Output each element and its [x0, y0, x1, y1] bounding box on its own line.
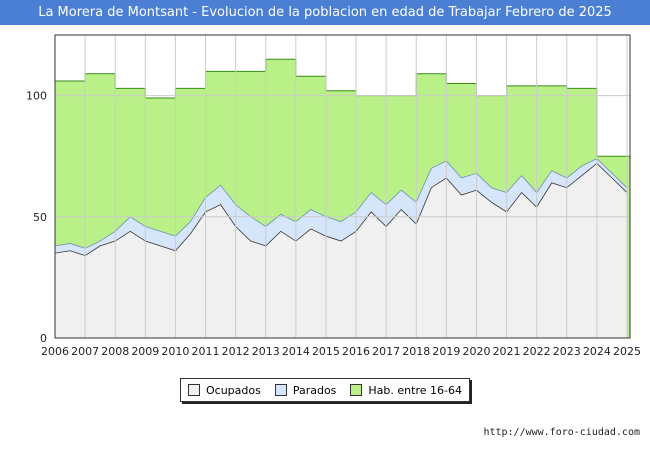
x-tick-label: 2024 — [583, 345, 611, 358]
x-tick-label: 2015 — [312, 345, 340, 358]
x-tick-label: 2021 — [493, 345, 521, 358]
x-tick-label: 2020 — [462, 345, 490, 358]
legend-swatch-ocupados — [187, 384, 200, 396]
x-tick-label: 2008 — [101, 345, 129, 358]
chart-title: La Morera de Montsant - Evolucion de la … — [0, 0, 650, 25]
series-area-ocupados — [54, 162, 628, 339]
source-url[interactable]: http://www.foro-ciudad.com — [483, 427, 640, 438]
x-tick-label: 2023 — [553, 345, 581, 358]
legend-label-ocupados: Ocupados — [205, 383, 261, 397]
legend-swatch-habitantes — [350, 384, 363, 396]
legend-item-parados: Parados — [274, 383, 337, 397]
x-tick-label: 2014 — [282, 345, 310, 358]
x-tick-label: 2006 — [41, 345, 69, 358]
x-tick-label: 2011 — [192, 345, 220, 358]
y-tick-label: 0 — [40, 332, 47, 345]
y-tick-label: 100 — [26, 90, 47, 103]
x-tick-label: 2019 — [432, 345, 460, 358]
legend-label-parados: Parados — [292, 383, 337, 397]
chart-legend: Ocupados Parados Hab. entre 16-64 — [180, 378, 470, 402]
legend-item-ocupados: Ocupados — [187, 383, 261, 397]
y-tick-label: 50 — [33, 211, 47, 224]
x-tick-label: 2009 — [131, 345, 159, 358]
x-tick-label: 2018 — [402, 345, 430, 358]
legend-swatch-parados — [274, 384, 287, 396]
x-tick-label: 2017 — [372, 345, 400, 358]
plot-frame — [54, 34, 631, 339]
legend-label-habitantes: Hab. entre 16-64 — [368, 383, 462, 397]
x-tick-label: 2022 — [523, 345, 551, 358]
x-tick-label: 2013 — [252, 345, 280, 358]
x-tick-label: 2007 — [71, 345, 99, 358]
legend-item-habitantes: Hab. entre 16-64 — [350, 384, 462, 397]
x-tick-label: 2010 — [161, 345, 189, 358]
x-tick-label: 2025 — [613, 345, 641, 358]
x-tick-label: 2012 — [222, 345, 250, 358]
x-tick-label: 2016 — [342, 345, 370, 358]
